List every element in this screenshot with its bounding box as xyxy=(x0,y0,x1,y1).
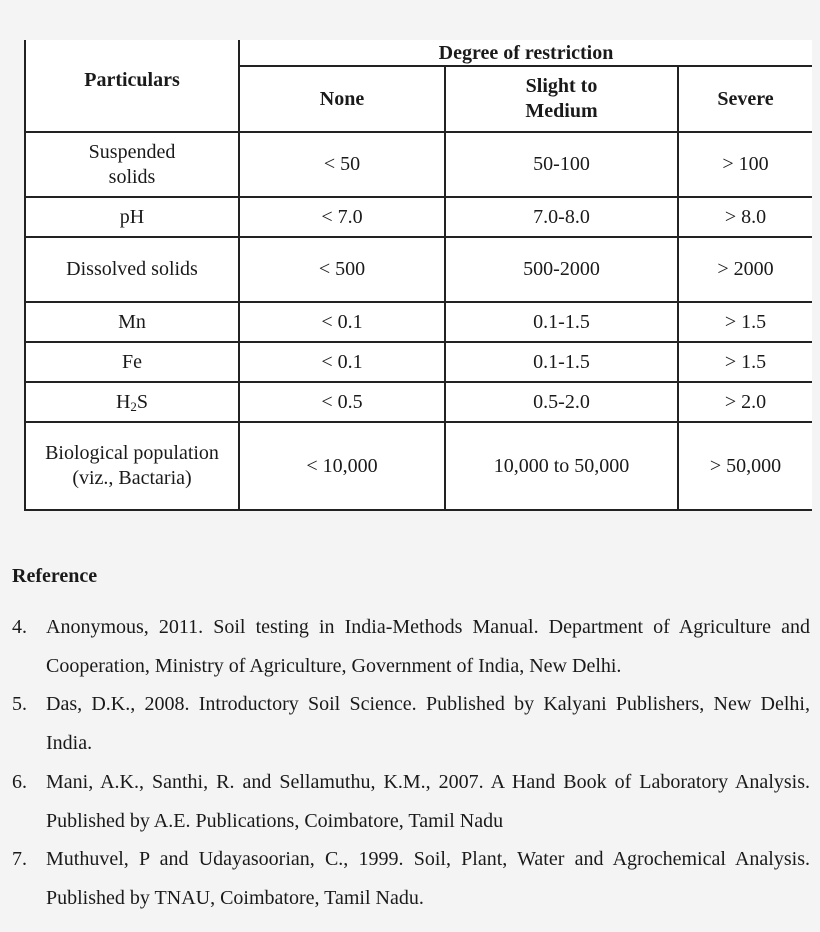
cell-slight: 0.5-2.0 xyxy=(444,381,679,423)
cell-severe: > 1.5 xyxy=(676,341,813,383)
reference-number: 5. xyxy=(12,693,27,716)
reference-number: 7. xyxy=(12,848,27,871)
table-row: Mn < 0.1 0.1-1.5 > 1.5 xyxy=(24,301,813,343)
cell-severe: > 1.5 xyxy=(676,301,813,343)
cell-particular: Fe xyxy=(24,341,240,383)
reference-number: 4. xyxy=(12,616,27,638)
cell-none: < 7.0 xyxy=(238,196,446,238)
reference-item: 5. Das, D.K., 2008. Introductory Soil Sci… xyxy=(12,685,810,762)
cell-slight: 7.0-8.0 xyxy=(444,196,679,238)
reference-list: 4. Anonymous, 2011. Soil testing in India… xyxy=(12,608,810,918)
table-row: H2S < 0.5 0.5-2.0 > 2.0 xyxy=(24,381,813,423)
restriction-table: Particulars Degree of restriction None S… xyxy=(24,40,813,511)
cell-slight: 0.1-1.5 xyxy=(444,301,679,343)
header-none: None xyxy=(238,65,446,133)
cell-particular: H2S xyxy=(24,381,240,423)
reference-text: Mani, A.K., Santhi, R. and Sellamuthu, K… xyxy=(46,770,810,832)
reference-heading: Reference xyxy=(12,565,98,587)
cell-none: < 10,000 xyxy=(238,421,446,511)
formula-end: S xyxy=(136,390,149,413)
cell-particular: pH xyxy=(24,196,240,238)
cell-slight: 50-100 xyxy=(444,131,679,198)
reference-number: 6. xyxy=(12,770,27,793)
formula-subscript: 2 xyxy=(130,398,137,414)
cell-none: < 500 xyxy=(238,236,446,303)
cell-particular: Biological population (viz., Bactaria) xyxy=(24,421,240,511)
table-row: Biological population (viz., Bactaria) <… xyxy=(24,421,813,511)
table-row: Dissolved solids < 500 500-2000 > 2000 xyxy=(24,236,813,303)
cell-none: < 0.5 xyxy=(238,381,446,423)
reference-item: 6. Mani, A.K., Santhi, R. and Sellamuthu,… xyxy=(12,763,810,840)
reference-text: Muthuvel, P and Udayasoorian, C., 1999. … xyxy=(46,848,810,909)
cell-severe: > 2.0 xyxy=(676,381,813,423)
cell-none: < 0.1 xyxy=(238,341,446,383)
reference-item: 4. Anonymous, 2011. Soil testing in India… xyxy=(12,608,810,685)
table-row: Suspended solids < 50 50-100 > 100 xyxy=(24,131,813,198)
header-degree-of-restriction: Degree of restriction xyxy=(237,40,813,67)
cell-slight: 10,000 to 50,000 xyxy=(444,421,679,511)
header-slight-to-medium: Slight to Medium xyxy=(444,65,679,133)
cell-particular: Suspended solids xyxy=(24,131,240,198)
cell-severe: > 50,000 xyxy=(676,421,813,511)
header-severe: Severe xyxy=(676,65,813,133)
cell-particular: Dissolved solids xyxy=(24,236,240,303)
cell-severe: > 8.0 xyxy=(676,196,813,238)
cell-none: < 0.1 xyxy=(238,301,446,343)
reference-item: 7. Muthuvel, P and Udayasoorian, C., 1999… xyxy=(12,840,810,917)
reference-text: Das, D.K., 2008. Introductory Soil Scien… xyxy=(46,693,810,755)
formula-main: H xyxy=(115,390,131,413)
cell-severe: > 100 xyxy=(676,131,813,198)
table-row: Fe < 0.1 0.1-1.5 > 1.5 xyxy=(24,341,813,383)
table-row: pH < 7.0 7.0-8.0 > 8.0 xyxy=(24,196,813,238)
cell-slight: 0.1-1.5 xyxy=(444,341,679,383)
cell-particular: Mn xyxy=(24,301,240,343)
header-particulars: Particulars xyxy=(24,40,240,133)
cell-severe: > 2000 xyxy=(676,236,813,303)
cell-slight: 500-2000 xyxy=(444,236,679,303)
reference-text: Anonymous, 2011. Soil testing in India-M… xyxy=(46,616,810,677)
cell-none: < 50 xyxy=(238,131,446,198)
